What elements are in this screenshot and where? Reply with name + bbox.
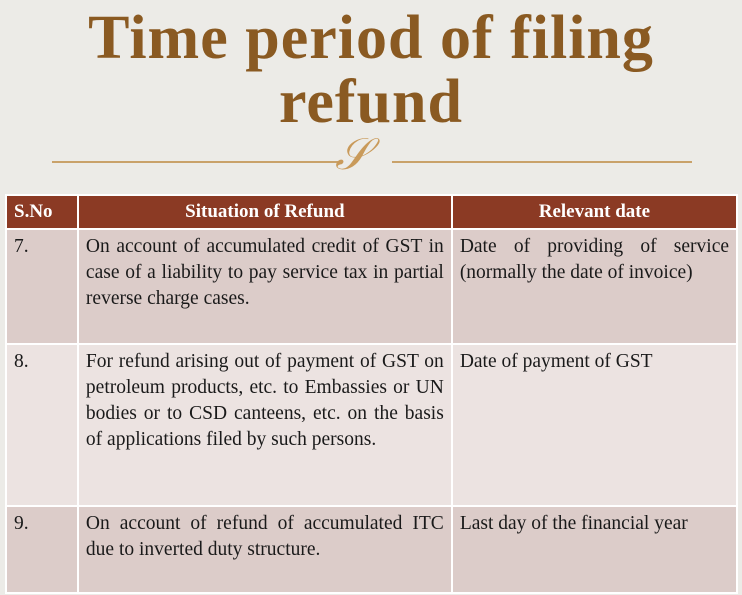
cell-date: Date of payment of GST [450,343,739,507]
cell-sno: 9. [5,505,79,594]
table-header-row: S.No Situation of Refund Relevant date [5,194,739,230]
cell-situation: On account of refund of accumulated ITC … [76,505,453,594]
header-situation: Situation of Refund [76,194,453,230]
refund-table: S.No Situation of Refund Relevant date 7… [5,194,739,594]
cell-sno: 8. [5,343,79,507]
title-line-2: refund [278,68,463,136]
divider-right [392,161,692,163]
cell-situation: On account of accumulated credit of GST … [76,228,453,345]
table-row: 7. On account of accumulated credit of G… [5,228,739,345]
slide-title: Time period of filing refund [0,6,742,134]
cell-sno: 7. [5,228,79,345]
title-line-1: Time period of filing [88,4,654,72]
table-row: 8. For refund arising out of payment of … [5,343,739,507]
divider-left [52,161,342,163]
cell-date: Last day of the financial year [450,505,739,594]
table-row: 9. On account of refund of accumulated I… [5,505,739,594]
header-sno: S.No [5,194,79,230]
header-date: Relevant date [450,194,739,230]
cell-date: Date of providing of service (normally t… [450,228,739,345]
flourish-ornament-icon: 𝒮 [335,129,370,180]
cell-situation: For refund arising out of payment of GST… [76,343,453,507]
